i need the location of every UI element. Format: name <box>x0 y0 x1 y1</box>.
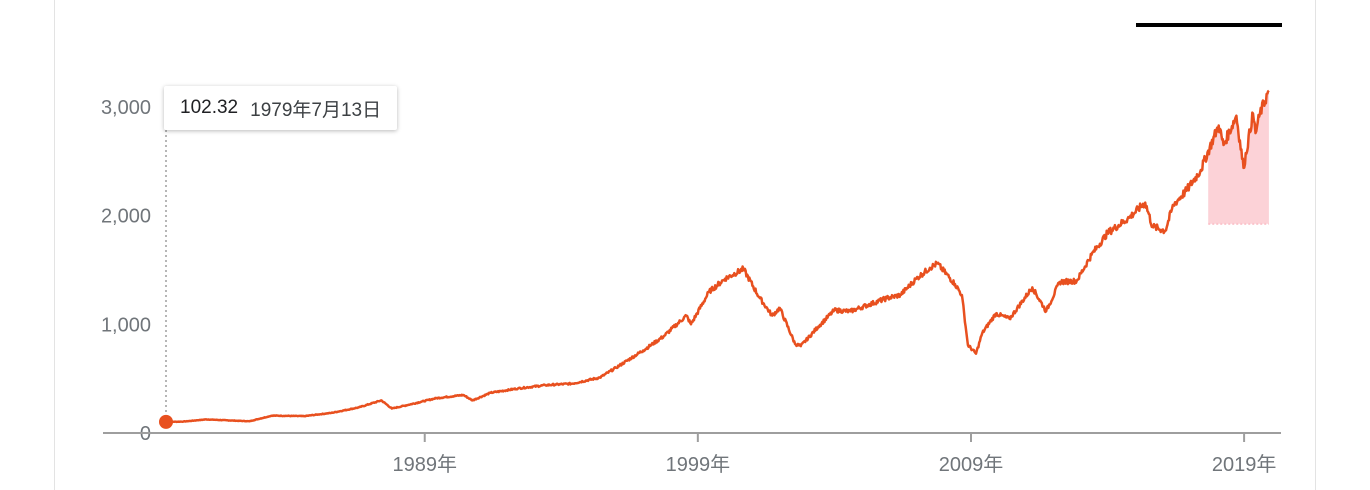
x-tick-label: 2009年 <box>939 453 1004 476</box>
chart-frame <box>54 0 1316 490</box>
tooltip-value: 102.32 <box>180 97 239 118</box>
hover-point[interactable] <box>159 414 173 429</box>
x-tick-label: 2019年 <box>1212 453 1277 476</box>
selected-range-indicator[interactable] <box>1136 23 1282 27</box>
series-line[interactable] <box>165 89 1270 424</box>
x-tick-label: 1989年 <box>392 453 457 476</box>
y-tick-label: 3,000 <box>101 97 151 119</box>
x-tick-label: 1999年 <box>666 453 731 476</box>
y-tick-label: 2,000 <box>101 206 151 228</box>
tooltip-date: 1979年7月13日 <box>250 99 382 121</box>
hover-tooltip: 102.32 1979年7月13日 <box>164 86 398 130</box>
y-tick-label: 1,000 <box>101 314 151 336</box>
